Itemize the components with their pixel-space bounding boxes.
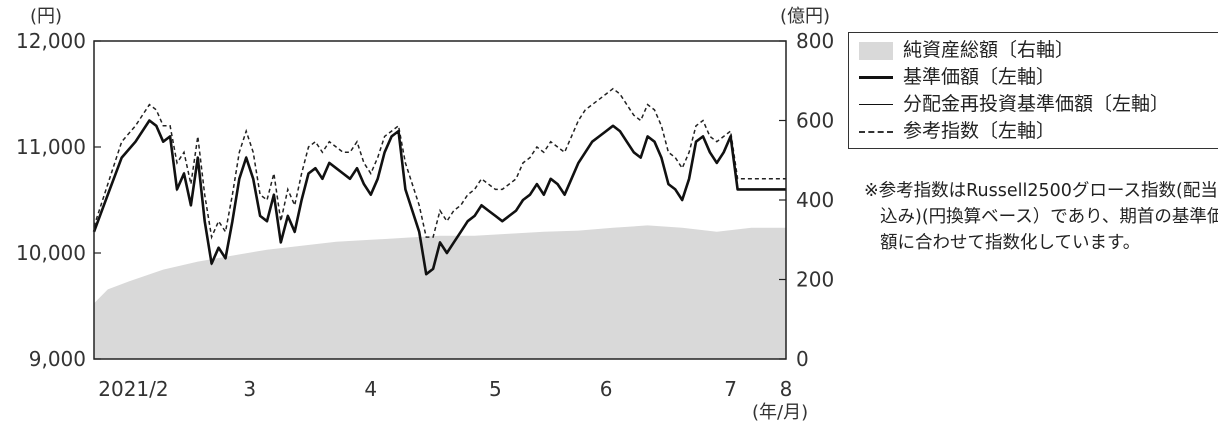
- right-tick-label: 0: [796, 347, 809, 371]
- legend-label: 純資産総額〔右軸〕: [903, 39, 1075, 61]
- legend-label: 分配金再投資基準価額〔左軸〕: [903, 93, 1170, 115]
- right-axis-ticks: 800 600 400 200 0: [779, 29, 834, 371]
- thick-line-swatch: [859, 76, 893, 79]
- right-tick-label: 800: [796, 29, 834, 53]
- left-tick-label: 11,000: [16, 135, 86, 159]
- x-tick-label: 2021/2: [98, 377, 168, 401]
- x-tick-label: 7: [724, 377, 737, 401]
- right-axis-unit: (億円): [780, 6, 830, 27]
- left-axis-unit: (円): [30, 6, 62, 27]
- area-swatch: [859, 41, 893, 60]
- x-tick-label: 6: [600, 377, 613, 401]
- x-tick-label: 8: [780, 377, 793, 401]
- x-tick-label: 4: [364, 377, 377, 401]
- x-tick-label: 3: [243, 377, 256, 401]
- right-tick-label: 200: [796, 268, 834, 292]
- left-tick-label: 9,000: [29, 347, 86, 371]
- left-tick-label: 10,000: [16, 241, 86, 265]
- left-tick-label: 12,000: [16, 29, 86, 53]
- x-tick-label: 5: [489, 377, 502, 401]
- nav-area-layer: [94, 225, 786, 359]
- reference-index-line: [93, 87, 786, 240]
- legend-item-nav: 基準価額〔左軸〕: [859, 64, 1218, 91]
- thin-line-swatch: [859, 104, 893, 105]
- x-axis-unit: (年/月): [752, 402, 808, 423]
- net-assets-area: [94, 225, 786, 359]
- legend-label: 参考指数〔左軸〕: [903, 120, 1056, 142]
- legend: 純資産総額〔右軸〕 基準価額〔左軸〕 分配金再投資基準価額〔左軸〕 参考指数〔左…: [848, 32, 1218, 149]
- legend-item-reference-index: 参考指数〔左軸〕: [859, 118, 1218, 145]
- dashed-line-swatch: [859, 130, 893, 133]
- nav-line: [92, 119, 786, 276]
- left-axis-ticks: 12,000 11,000 10,000 9,000: [16, 29, 101, 371]
- legend-item-net-assets: 純資産総額〔右軸〕: [859, 37, 1218, 64]
- x-axis-labels: 2021/2 3 4 5 6 7 8: [98, 377, 792, 401]
- right-tick-label: 600: [796, 109, 834, 133]
- legend-item-reinvested-nav: 分配金再投資基準価額〔左軸〕: [859, 91, 1218, 118]
- line-layer: [92, 87, 786, 276]
- reference-index-note: ※参考指数はRussell2500グロース指数(配当込み)(円換算ベース）であり…: [864, 181, 1218, 253]
- legend-label: 基準価額〔左軸〕: [903, 66, 1056, 88]
- right-tick-label: 400: [796, 188, 834, 212]
